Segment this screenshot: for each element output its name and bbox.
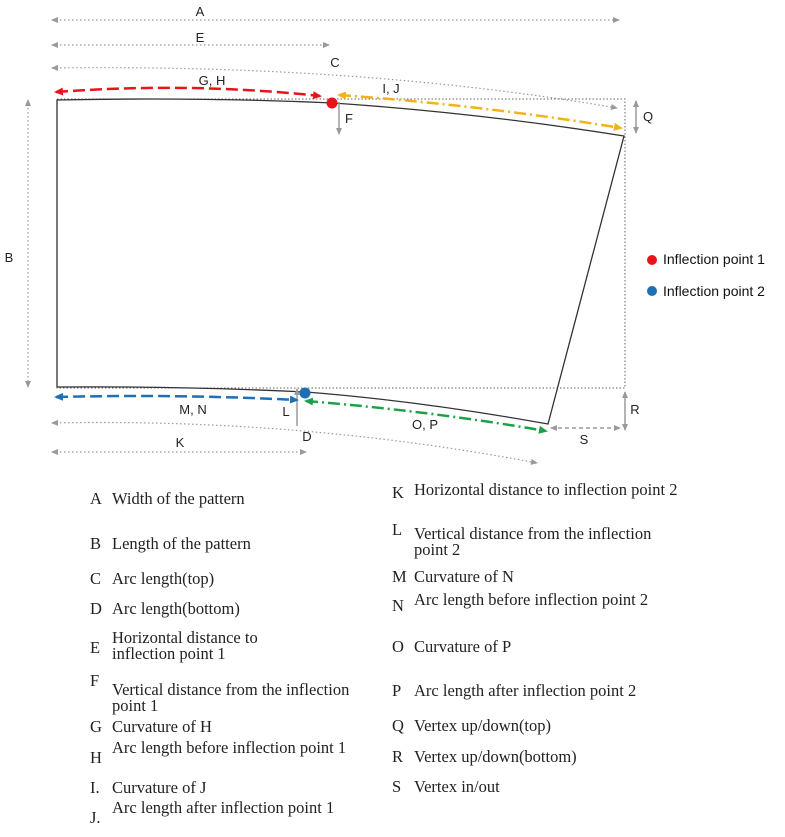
dim-arc-D — [51, 419, 538, 465]
key-item: K Horizontal distance to inflection poin… — [392, 480, 694, 502]
label-S: S — [580, 432, 589, 447]
label-L: L — [282, 404, 289, 419]
key-item: P Arc length after inflection point 2 — [392, 680, 744, 699]
key-letter: D — [90, 599, 102, 618]
key-letter: N — [392, 596, 404, 615]
pattern-outline — [56, 98, 625, 425]
key-description: Arc length(top) — [112, 569, 215, 588]
key-letter: I. — [90, 778, 100, 797]
key-letter: Q — [392, 716, 404, 735]
key-letter: L — [392, 520, 403, 539]
label-IJ: I, J — [382, 81, 399, 96]
key-description: Vertical distance from the inflection po… — [414, 524, 652, 559]
label-C: C — [330, 55, 339, 70]
pattern-diagram: A E C G, H I, J F Q B M, N L D O, P K S … — [5, 4, 765, 465]
inflection-point-1-marker — [326, 97, 338, 109]
key-description: Arc length before inflection point 2 — [414, 590, 649, 609]
key-description: Arc length after inflection point 2 — [414, 681, 637, 700]
label-K: K — [176, 435, 185, 450]
label-A: A — [196, 4, 205, 19]
key-letter: F — [90, 671, 100, 690]
key-description: Arc length after inflection point 1 — [112, 798, 335, 817]
label-B: B — [5, 250, 14, 265]
key-description: Curvature of H — [112, 717, 212, 736]
key-letter: C — [90, 569, 102, 588]
key-item: D Arc length(bottom) — [90, 598, 382, 617]
key-letter: J. — [90, 808, 101, 827]
key-item: N Arc length before inflection point 2 — [392, 590, 704, 615]
key-letter: O — [392, 637, 404, 656]
inflection-point-2-marker — [299, 387, 311, 399]
key-item: L Vertical distance from the inflection … — [392, 520, 664, 559]
key-item: O Curvature of P — [392, 636, 684, 655]
key-description: Length of the pattern — [112, 534, 251, 553]
bounding-box — [56, 98, 626, 389]
key-item: I. Curvature of J — [90, 777, 382, 796]
key-item: B Length of the pattern — [90, 533, 382, 552]
label-F: F — [345, 111, 353, 126]
key-list: A Width of the pattern B Length of the p… — [0, 478, 785, 837]
label-R: R — [630, 402, 639, 417]
arrow-OP — [304, 397, 548, 434]
label-E: E — [196, 30, 205, 45]
key-description: Curvature of P — [414, 637, 512, 656]
key-description: Horizontal distance to inflection point … — [112, 628, 258, 663]
dim-arc-C — [51, 64, 618, 110]
key-description: Vertex up/down(bottom) — [414, 747, 577, 766]
label-Q: Q — [643, 109, 653, 124]
key-description: Vertex up/down(top) — [414, 716, 552, 735]
key-description: Curvature of J — [112, 778, 207, 797]
key-letter: K — [392, 483, 404, 502]
key-letter: H — [90, 748, 102, 767]
label-GH: G, H — [199, 73, 226, 88]
key-item: R Vertex up/down(bottom) — [392, 746, 684, 765]
key-letter: G — [90, 717, 102, 736]
key-letter: P — [392, 681, 402, 700]
key-item: E Horizontal distance to inflection poin… — [90, 628, 312, 663]
label-OP: O, P — [412, 417, 438, 432]
key-letter: R — [392, 747, 404, 766]
legend-label-2: Inflection point 2 — [663, 283, 765, 299]
key-description: Vertical distance from the inflection po… — [112, 680, 350, 715]
key-description: Width of the pattern — [112, 489, 245, 508]
key-item: F Vertical distance from the inflection … — [90, 671, 352, 715]
key-item: G Curvature of H — [90, 716, 382, 735]
key-description: Horizontal distance to inflection point … — [414, 480, 678, 499]
legend-label-1: Inflection point 1 — [663, 251, 765, 267]
legend-dot-1 — [647, 255, 657, 265]
key-description: Arc length(bottom) — [112, 599, 240, 618]
key-letter: M — [392, 567, 407, 586]
key-description: Curvature of N — [414, 567, 514, 586]
key-item: A Width of the pattern — [90, 488, 382, 507]
key-item: S Vertex in/out — [392, 776, 684, 795]
key-item: H Arc length before inflection point 1 — [90, 738, 357, 767]
key-item: J. Arc length after inflection point 1 — [90, 798, 342, 827]
arrow-GH — [54, 86, 322, 100]
key-item: M Curvature of N — [392, 566, 684, 585]
key-letter: E — [90, 638, 101, 657]
key-item: C Arc length(top) — [90, 568, 382, 587]
arrow-IJ — [337, 91, 623, 131]
key-description: Vertex in/out — [414, 777, 500, 796]
label-MN: M, N — [179, 402, 206, 417]
label-D: D — [302, 429, 311, 444]
legend-dot-2 — [647, 286, 657, 296]
key-description: Arc length before inflection point 1 — [112, 738, 347, 757]
key-letter: B — [90, 534, 102, 553]
arrow-MN — [54, 392, 299, 404]
key-letter: S — [392, 777, 402, 796]
key-item: Q Vertex up/down(top) — [392, 715, 684, 734]
key-letter: A — [90, 489, 102, 508]
